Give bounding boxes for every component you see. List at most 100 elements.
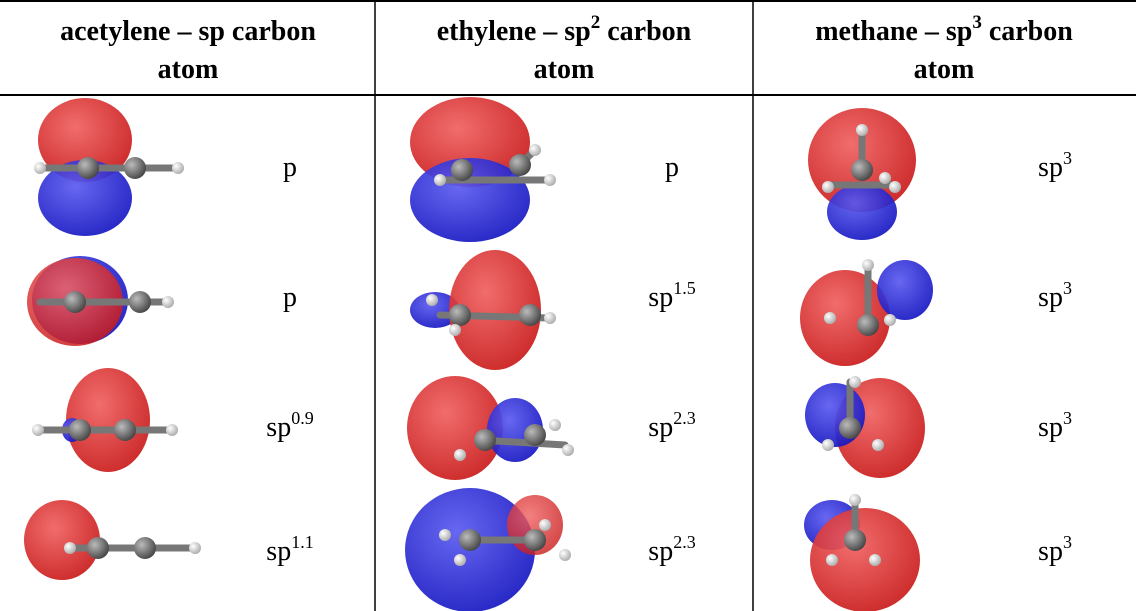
carbon-atom xyxy=(134,537,156,559)
hybridization-label: p xyxy=(283,282,297,313)
carbon-atom xyxy=(524,529,546,551)
hydrogen-atom xyxy=(162,296,174,308)
hybridization-label: sp2.3 xyxy=(648,408,695,443)
orbital-lobe xyxy=(877,260,933,320)
carbon-atom xyxy=(449,304,471,326)
hydrogen-atom xyxy=(856,124,868,136)
label-superscript: 2.3 xyxy=(673,532,696,552)
hydrogen-atom xyxy=(34,162,46,174)
hybridization-label: sp1.5 xyxy=(648,278,695,313)
hydrogen-atom xyxy=(869,554,881,566)
header-text: methane – sp xyxy=(815,16,972,47)
column-header: ethylene – sp2 carbon xyxy=(437,12,692,47)
hydrogen-atom xyxy=(544,312,556,324)
label-superscript: 3 xyxy=(1063,148,1072,168)
label-base: sp xyxy=(648,536,673,567)
hybridization-label: sp3 xyxy=(1038,148,1072,183)
column-header: atom xyxy=(914,54,975,85)
orbital-lobe xyxy=(827,184,897,240)
column-header: atom xyxy=(534,54,595,85)
column-header: acetylene – sp carbon xyxy=(60,16,316,47)
hybridization-label: sp2.3 xyxy=(648,532,695,567)
hydrogen-atom xyxy=(529,144,541,156)
orbital-lobe xyxy=(800,270,890,366)
carbon-atom xyxy=(124,157,146,179)
orbital-lobe xyxy=(24,500,100,580)
orbital-images xyxy=(24,97,933,611)
hydrogen-atom xyxy=(539,519,551,531)
column-header: methane – sp3 carbon xyxy=(815,12,1073,47)
label-base: sp xyxy=(648,412,673,443)
hydrogen-atom xyxy=(889,181,901,193)
column-header: atom xyxy=(158,54,219,85)
hydrogen-atom xyxy=(32,424,44,436)
label-base: sp xyxy=(266,536,291,567)
header-text: carbon xyxy=(600,16,691,47)
carbon-atom xyxy=(509,154,531,176)
label-base: p xyxy=(283,282,297,313)
carbon-atom xyxy=(77,157,99,179)
carbon-atom xyxy=(459,529,481,551)
carbon-atom xyxy=(524,424,546,446)
hydrogen-atom xyxy=(454,449,466,461)
hybridization-label: sp3 xyxy=(1038,532,1072,567)
label-base: p xyxy=(665,152,679,183)
hybridization-label: p xyxy=(283,152,297,183)
label-base: sp xyxy=(1038,282,1063,313)
hydrogen-atom xyxy=(879,172,891,184)
header-superscript: 2 xyxy=(591,12,601,33)
hydrogen-atom xyxy=(549,419,561,431)
carbon-atom xyxy=(69,419,91,441)
carbon-atom xyxy=(64,291,86,313)
carbon-atom xyxy=(114,419,136,441)
hydrogen-atom xyxy=(439,529,451,541)
carbon-atom xyxy=(474,429,496,451)
hydrogen-atom xyxy=(434,174,446,186)
carbon-atom xyxy=(519,304,541,326)
label-superscript: 3 xyxy=(1063,408,1072,428)
hydrogen-atom xyxy=(172,162,184,174)
hydrogen-atom xyxy=(64,542,76,554)
hydrogen-atom xyxy=(872,439,884,451)
carbon-atom xyxy=(87,537,109,559)
label-superscript: 0.9 xyxy=(291,408,314,428)
carbon-atom xyxy=(451,159,473,181)
label-base: p xyxy=(283,152,297,183)
label-base: sp xyxy=(1038,152,1063,183)
hybridization-label: sp0.9 xyxy=(266,408,313,443)
header-text: ethylene – sp xyxy=(437,16,591,47)
label-base: sp xyxy=(266,412,291,443)
carbon-atom xyxy=(839,417,861,439)
hydrogen-atom xyxy=(189,542,201,554)
hydrogen-atom xyxy=(824,312,836,324)
label-superscript: 3 xyxy=(1063,278,1072,298)
hydrogen-atom xyxy=(544,174,556,186)
hydrogen-atom xyxy=(559,549,571,561)
header-text: acetylene – sp carbon xyxy=(60,16,316,47)
hydrogen-atom xyxy=(562,444,574,456)
hydrogen-atom xyxy=(166,424,178,436)
hydrogen-atom xyxy=(826,554,838,566)
label-base: sp xyxy=(648,282,673,313)
header-superscript: 3 xyxy=(972,12,982,33)
carbon-atom xyxy=(857,314,879,336)
carbon-atom xyxy=(129,291,151,313)
label-superscript: 3 xyxy=(1063,532,1072,552)
orbital-lobe xyxy=(805,383,865,447)
orbital-table: acetylene – sp carbon atom ethylene – sp2 … xyxy=(0,0,1136,611)
hydrogen-atom xyxy=(822,181,834,193)
hybridization-label: sp3 xyxy=(1038,278,1072,313)
hydrogen-atom xyxy=(426,294,438,306)
hybridization-label: sp1.1 xyxy=(266,532,313,567)
label-base: sp xyxy=(1038,536,1063,567)
hydrogen-atom xyxy=(884,314,896,326)
hydrogen-atom xyxy=(862,259,874,271)
header-text: carbon xyxy=(982,16,1073,47)
hybridization-label: sp3 xyxy=(1038,408,1072,443)
hydrogen-atom xyxy=(822,439,834,451)
carbon-atom xyxy=(851,159,873,181)
carbon-atom xyxy=(844,529,866,551)
hybridization-label: p xyxy=(665,152,679,183)
hydrogen-atom xyxy=(849,494,861,506)
label-base: sp xyxy=(1038,412,1063,443)
